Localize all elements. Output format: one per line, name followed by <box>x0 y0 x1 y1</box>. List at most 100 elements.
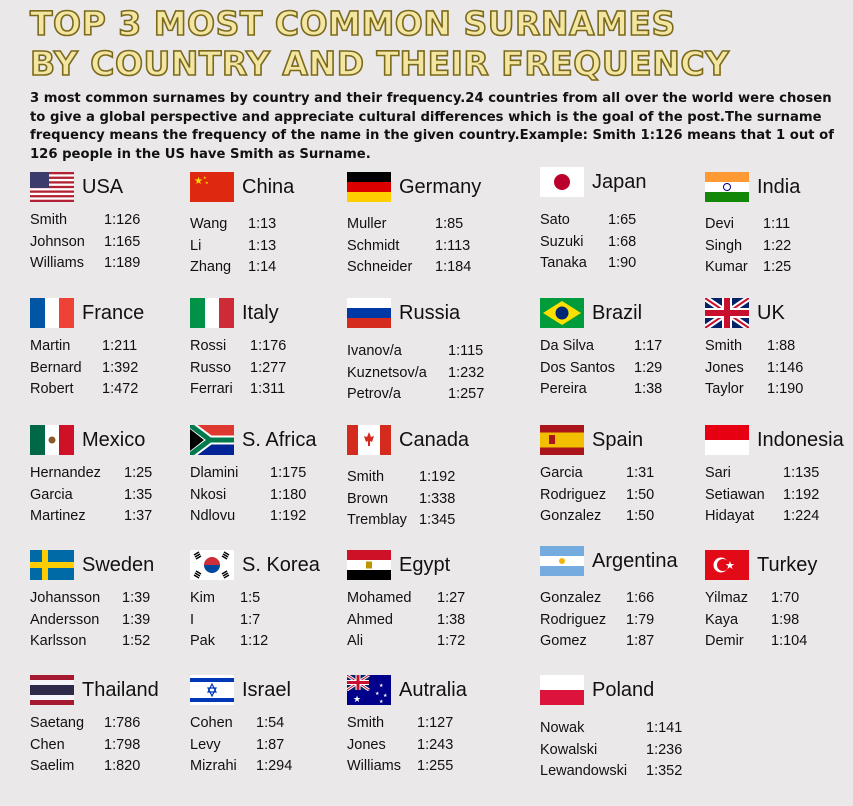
surname-row: Ndlovu 1:192 <box>190 506 350 528</box>
surname-row: Smith 1:126 <box>30 210 190 232</box>
surname-row: Lewandowski 1:352 <box>540 761 700 783</box>
surname-list: Smith 1:192 Brown 1:338 Tremblay 1:345 <box>347 467 507 532</box>
country-name: Thailand <box>82 678 159 701</box>
surname-row: Suzuki 1:68 <box>540 232 700 254</box>
surname-frequency: 1:192 <box>270 508 307 524</box>
germany-flag-icon <box>347 172 391 202</box>
surname-frequency: 1:5 <box>240 590 261 606</box>
surname: Mizrahi <box>190 758 237 774</box>
surname-frequency: 1:22 <box>763 237 792 254</box>
surname: Martinez <box>30 508 86 524</box>
surname: Lewandowski <box>540 763 628 779</box>
surname: Dlamini <box>190 465 239 481</box>
country-header: Indonesia <box>705 423 853 457</box>
surname-frequency: 1:189 <box>104 255 141 271</box>
country-name: Germany <box>399 175 482 198</box>
surname-row: Li 1:13 <box>190 236 350 258</box>
spain-flag-icon <box>540 425 584 455</box>
surname-frequency: 1:294 <box>256 758 293 774</box>
surname: Jones <box>705 359 744 376</box>
surname: Sato <box>540 212 570 228</box>
surname-frequency: 1:113 <box>435 237 471 254</box>
country-header: Italy <box>190 296 350 330</box>
surname: Ahmed <box>347 611 393 628</box>
surname-row: Jones 1:243 <box>347 735 507 757</box>
surname-row: Muller 1:85 <box>347 214 507 236</box>
country-header: UK <box>705 296 853 330</box>
surname-row: Tanaka 1:90 <box>540 253 700 275</box>
country-header: France <box>30 296 190 330</box>
surname-frequency: 1:50 <box>626 508 655 524</box>
surname-frequency: 1:11 <box>763 216 791 232</box>
surname-row: Ahmed 1:38 <box>347 610 507 632</box>
country-name: Canada <box>399 428 470 451</box>
surname-row: Sato 1:65 <box>540 210 700 232</box>
surname-frequency: 1:141 <box>646 720 683 736</box>
surname-row: Williams 1:255 <box>347 756 507 778</box>
surname: Pak <box>190 633 215 649</box>
india-flag-icon <box>705 172 749 202</box>
surname-row: Mohamed 1:27 <box>347 588 507 610</box>
country-card: Thailand Saetang 1:786 Chen 1:798 Saelim 1:820 <box>30 673 190 778</box>
surname-row: Kaya 1:98 <box>705 610 853 632</box>
country-card: Argentina Gonzalez 1:66 Rodriguez 1:79 Gomez 1… <box>540 544 700 653</box>
surname-row: Smith 1:88 <box>705 336 853 358</box>
surname-frequency: 1:232 <box>448 364 485 381</box>
france-flag-icon <box>30 298 74 328</box>
surname: Da Silva <box>540 338 594 354</box>
surname-row: Nkosi 1:180 <box>190 485 350 507</box>
surname-row: Cohen 1:54 <box>190 713 350 735</box>
surname: Williams <box>347 758 401 774</box>
surname-list: Garcia 1:31 Rodriguez 1:50 Gonzalez 1:50 <box>540 463 700 528</box>
surname-frequency: 1:14 <box>248 259 277 275</box>
surname-row: Kim 1:5 <box>190 588 350 610</box>
country-name: Turkey <box>757 553 818 576</box>
surname: Rossi <box>190 338 227 354</box>
svg-text:★: ★ <box>353 695 361 705</box>
surname-list: Cohen 1:54 Levy 1:87 Mizrahi 1:294 <box>190 713 350 778</box>
surname: Johnson <box>30 233 85 250</box>
country-name: USA <box>82 175 124 198</box>
surname-frequency: 1:165 <box>104 233 141 250</box>
surname-row: Martin 1:211 <box>30 336 190 358</box>
surname-list: Yilmaz 1:70 Kaya 1:98 Demir 1:104 <box>705 588 853 653</box>
surname: Sari <box>705 465 731 481</box>
surname-row: Yilmaz 1:70 <box>705 588 853 610</box>
surname-row: Taylor 1:190 <box>705 379 853 401</box>
country-card: Italy Rossi 1:176 Russo 1:277 Ferrari 1:311 <box>190 296 350 401</box>
sweden-flag-icon <box>30 550 74 580</box>
surname-row: Schneider 1:184 <box>347 257 507 279</box>
surname-list: Mohamed 1:27 Ahmed 1:38 Ali 1:72 <box>347 588 507 653</box>
surname: I <box>190 611 195 628</box>
surname-frequency: 1:66 <box>626 590 655 606</box>
surname-row: Gonzalez 1:50 <box>540 506 700 528</box>
surname-frequency: 1:127 <box>417 715 454 731</box>
uk-flag-icon <box>705 298 749 328</box>
country-name: Indonesia <box>757 428 844 451</box>
surname: Cohen <box>190 715 233 731</box>
svg-text:★: ★ <box>725 559 735 572</box>
surname-row: Nowak 1:141 <box>540 718 700 740</box>
surname-frequency: 1:257 <box>448 386 485 402</box>
surname-row: Rodriguez 1:50 <box>540 485 700 507</box>
country-name: France <box>82 301 145 324</box>
surname-frequency: 1:175 <box>270 465 307 481</box>
surname-list: Gonzalez 1:66 Rodriguez 1:79 Gomez 1:87 <box>540 588 700 653</box>
surname-frequency: 1:25 <box>124 465 153 481</box>
country-card: Egypt Mohamed 1:27 Ahmed 1:38 Ali 1:72 <box>347 548 507 653</box>
surname-frequency: 1:54 <box>256 715 285 731</box>
surname: Kumar <box>705 259 748 275</box>
surname-frequency: 1:345 <box>419 512 456 528</box>
surname: Robert <box>30 381 74 397</box>
country-header: USA <box>30 170 190 204</box>
surname: Ali <box>347 633 364 649</box>
country-card: ★ ★ ★ ★ ★ Autralia Smith 1:127 Jones 1:243 William… <box>347 673 507 778</box>
country-header: S. Africa <box>190 423 350 457</box>
svg-text:★: ★ <box>383 693 388 699</box>
country-card: Spain Garcia 1:31 Rodriguez 1:50 Gonzalez 1:50 <box>540 423 700 528</box>
svg-text:★: ★ <box>194 176 203 187</box>
surname-frequency: 1:392 <box>102 359 139 376</box>
surname-row: Chen 1:798 <box>30 735 190 757</box>
surname-frequency: 1:12 <box>240 633 269 649</box>
surname-list: Sari 1:135 Setiawan 1:192 Hidayat 1:224 <box>705 463 853 528</box>
